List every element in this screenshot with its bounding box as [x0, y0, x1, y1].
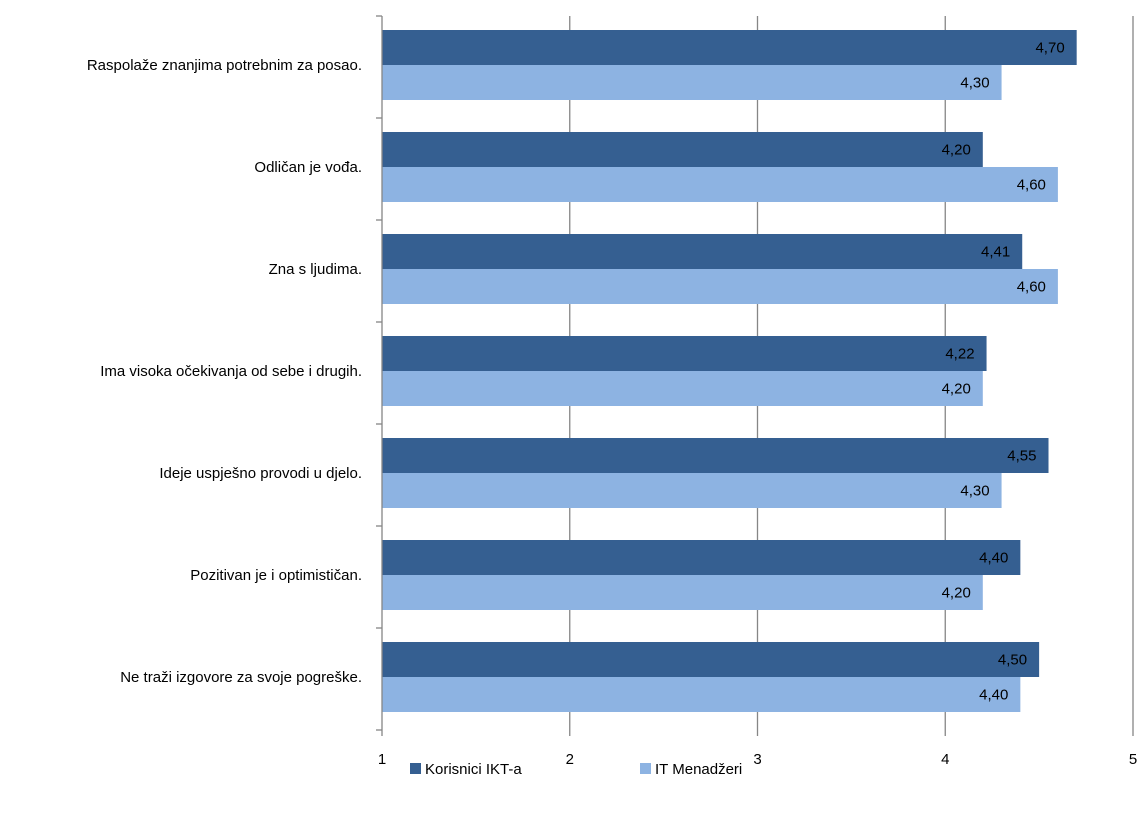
- category-label: Ne traži izgovore za svoje pogreške.: [120, 669, 362, 686]
- data-label: 4,20: [942, 142, 971, 159]
- category-label: Ideje uspješno provodi u djelo.: [159, 465, 362, 482]
- category-label: Odličan je vođa.: [254, 159, 362, 176]
- legend-label: IT Menadžeri: [655, 761, 742, 778]
- bar: [382, 234, 1023, 269]
- tick-labels: 1 2 3 4 5: [378, 751, 1137, 768]
- data-label: 4,60: [1017, 177, 1046, 194]
- data-label: 4,30: [960, 483, 989, 500]
- data-label: 4,60: [1017, 279, 1046, 296]
- bar: [382, 642, 1040, 677]
- data-label: 4,40: [979, 687, 1008, 704]
- tick-label: 2: [566, 751, 574, 768]
- bar: [382, 167, 1058, 202]
- category-label: Zna s ljudima.: [269, 261, 362, 278]
- bar: [382, 371, 983, 406]
- bar: [382, 30, 1077, 65]
- data-label: 4,22: [945, 346, 974, 363]
- bar: [382, 473, 1002, 508]
- bar: [382, 269, 1058, 304]
- tick-label: 3: [753, 751, 761, 768]
- bar: [382, 677, 1021, 712]
- bar: [382, 575, 983, 610]
- tick-label: 5: [1129, 751, 1137, 768]
- data-label: 4,40: [979, 550, 1008, 567]
- tick-label: 1: [378, 751, 386, 768]
- axes: [376, 15, 1134, 736]
- category-label: Raspolaže znanjima potrebnim za posao.: [87, 57, 362, 74]
- legend-swatch: [640, 763, 651, 774]
- bars: [382, 30, 1077, 712]
- category-labels: Raspolaže znanjima potrebnim za posao. Od…: [87, 57, 362, 686]
- category-label: Ima visoka očekivanja od sebe i drugih.: [100, 363, 362, 380]
- legend-swatch: [410, 763, 421, 774]
- data-labels: 4,70 4,30 4,20 4,60 4,41 4,60 4,22 4,20 4,55 4,30…: [942, 40, 1065, 704]
- data-label: 4,41: [981, 244, 1010, 261]
- bar: [382, 132, 983, 167]
- legend: Korisnici IKT-a IT Menadžeri: [410, 761, 742, 778]
- data-label: 4,55: [1007, 448, 1036, 465]
- bar: [382, 336, 987, 371]
- legend-label: Korisnici IKT-a: [425, 761, 522, 778]
- category-label: Pozitivan je i optimističan.: [190, 567, 362, 584]
- data-label: 4,30: [960, 75, 989, 92]
- data-label: 4,20: [942, 585, 971, 602]
- data-label: 4,70: [1035, 40, 1064, 57]
- tick-label: 4: [941, 751, 949, 768]
- data-label: 4,20: [942, 381, 971, 398]
- data-label: 4,50: [998, 652, 1027, 669]
- bar: [382, 65, 1002, 100]
- bar: [382, 438, 1049, 473]
- bar: [382, 540, 1021, 575]
